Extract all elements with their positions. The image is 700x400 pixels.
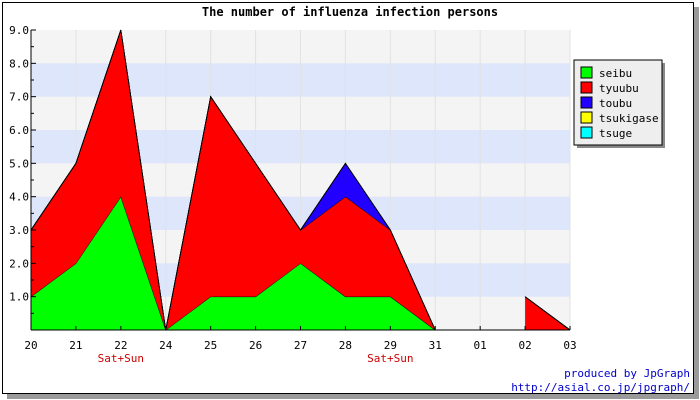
x-tick-label: 24	[159, 339, 173, 352]
x-tick-label: 20	[24, 339, 37, 352]
legend-label-seibu: seibu	[599, 67, 632, 80]
legend-label-toubu: toubu	[599, 97, 632, 110]
y-tick-label: 4.0	[9, 191, 29, 204]
legend-label-tyuubu: tyuubu	[599, 82, 639, 95]
y-tick-label: 9.0	[9, 24, 29, 37]
y-tick-label: 7.0	[9, 91, 29, 104]
legend-label-tsukigase: tsukigase	[599, 112, 659, 125]
y-tick-label: 8.0	[9, 57, 29, 70]
legend-swatch-tyuubu	[580, 81, 593, 94]
legend-swatch-tsuge	[580, 126, 593, 139]
y-tick-label: 1.0	[9, 291, 29, 304]
line-tsuge	[30, 29, 436, 331]
x-tick-label: 02	[518, 339, 531, 352]
x-tick-label: 28	[339, 339, 352, 352]
x-tick-label: 29	[384, 339, 397, 352]
footer-url[interactable]: http://asial.co.jp/jpgraph/	[511, 381, 690, 394]
legend-swatch-toubu	[580, 96, 593, 109]
y-tick-label: 3.0	[9, 224, 29, 237]
x-tick-label: 21	[69, 339, 82, 352]
y-tick-label: 5.0	[9, 157, 29, 170]
x-tick-label: 01	[474, 339, 487, 352]
legend-swatch-tsukigase	[580, 111, 593, 124]
x-tick-label: 26	[249, 339, 262, 352]
x-tick-note: Sat+Sun	[367, 352, 413, 365]
x-tick-label: 22	[114, 339, 127, 352]
x-tick-label: 27	[294, 339, 307, 352]
x-tick-label: 25	[204, 339, 217, 352]
chart-title: The number of influenza infection person…	[202, 5, 498, 19]
area-toubu	[31, 30, 436, 330]
legend-label-tsuge: tsuge	[599, 127, 632, 140]
y-tick-label: 6.0	[9, 124, 29, 137]
legend-swatch-seibu	[580, 66, 593, 79]
line-tsuge	[524, 296, 571, 331]
footer-credit: produced by JpGraph	[564, 367, 690, 380]
x-tick-label: 03	[563, 339, 576, 352]
y-tick-label: 2.0	[9, 257, 29, 270]
x-tick-note: Sat+Sun	[98, 352, 144, 365]
x-tick-label: 31	[429, 339, 442, 352]
